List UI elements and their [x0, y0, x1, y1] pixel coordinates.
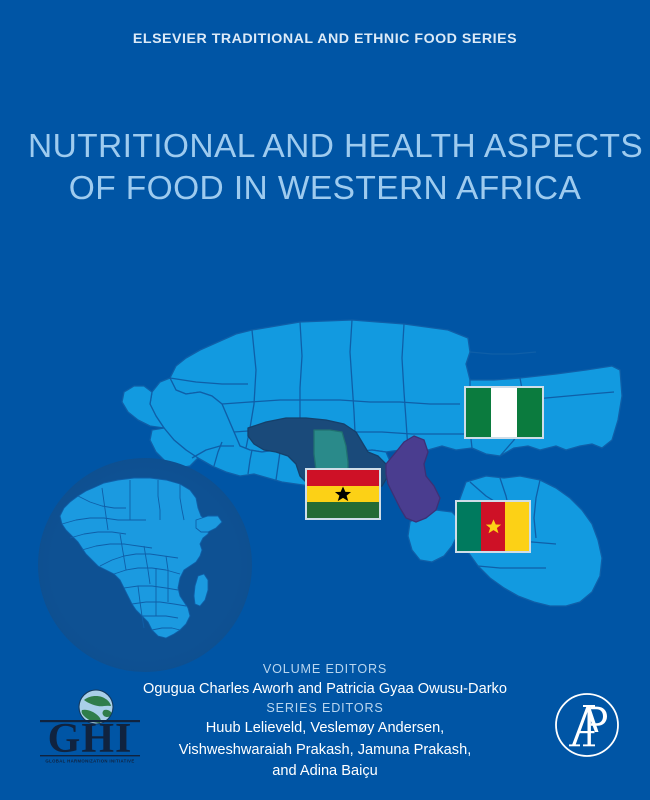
flag-nigeria	[464, 386, 544, 439]
flag-band	[457, 502, 481, 551]
series-editors-label: SERIES EDITORS	[266, 701, 384, 715]
flag-band	[466, 388, 492, 437]
map-region-senegal	[121, 385, 165, 429]
ghi-logo: GHI GLOBAL HARMONIZATION INITIATIVE	[34, 686, 146, 766]
yellow-star-icon	[481, 502, 505, 551]
africa-country-borders	[61, 480, 187, 631]
flag-band	[307, 486, 379, 502]
series-editors-line-2: Vishweshwaraiah Prakash, Jamuna Prakash,	[178, 741, 472, 758]
flag-band	[516, 388, 542, 437]
series-line: ELSEVIER TRADITIONAL AND ETHNIC FOOD SER…	[132, 31, 518, 47]
map-country-cameroon	[385, 435, 441, 523]
globe-icon	[78, 689, 114, 725]
black-star-icon	[307, 486, 379, 502]
madagascar	[193, 573, 209, 607]
credits-block: VOLUME EDITORS Ogugua Charles Aworh and …	[0, 660, 650, 783]
series-editors-line-3: and Adina Baiçu	[272, 763, 378, 779]
ghi-wordmark: GHI	[48, 716, 133, 762]
flag-ghana	[305, 468, 381, 520]
flag-band	[307, 470, 379, 486]
flag-band	[491, 388, 517, 437]
flag-band	[505, 502, 529, 551]
volume-editors-label: VOLUME EDITORS	[262, 662, 388, 676]
logo-divider-top	[40, 720, 140, 723]
ghi-subtitle: GLOBAL HARMONIZATION INITIATIVE	[45, 759, 134, 764]
africa-continent-inset	[38, 458, 252, 672]
academic-press-logo	[551, 689, 623, 761]
flag-cameroon	[455, 500, 531, 553]
volume-editors-names: Ogugua Charles Aworh and Patricia Gyaa O…	[143, 681, 507, 697]
horn-of-africa	[195, 515, 223, 533]
series-editors-line-1: Huub Lelieveld, Veslemøy Andersen,	[205, 720, 445, 736]
flag-band	[481, 502, 505, 551]
map-region-sahara-sahel	[169, 319, 623, 457]
africa-silhouette	[59, 477, 211, 639]
circle-monogram-icon	[555, 693, 619, 757]
title-line-2: OF FOOD IN WESTERN AFRICA	[68, 170, 582, 207]
logo-divider-bottom	[40, 755, 140, 757]
map-region-equatorial-coast	[407, 509, 461, 563]
title-line-1: NUTRITIONAL AND HEALTH ASPECTS	[28, 128, 644, 165]
flag-band	[307, 502, 379, 518]
page-title: NUTRITIONAL AND HEALTH ASPECTS OF FOOD I…	[28, 126, 644, 210]
